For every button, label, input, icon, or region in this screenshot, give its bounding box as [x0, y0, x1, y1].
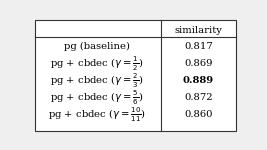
Text: 0.872: 0.872	[184, 93, 213, 102]
Text: similarity: similarity	[174, 26, 222, 35]
Text: 0.860: 0.860	[184, 110, 213, 119]
Text: pg + cbdec ($\gamma = \frac{1}{2}$): pg + cbdec ($\gamma = \frac{1}{2}$)	[50, 54, 144, 73]
Text: 0.869: 0.869	[184, 59, 213, 68]
Text: pg + cbdec ($\gamma = \frac{2}{3}$): pg + cbdec ($\gamma = \frac{2}{3}$)	[50, 71, 144, 90]
Text: pg + cbdec ($\gamma = \frac{5}{6}$): pg + cbdec ($\gamma = \frac{5}{6}$)	[50, 88, 144, 107]
Text: pg + cbdec ($\gamma = \frac{10}{11}$): pg + cbdec ($\gamma = \frac{10}{11}$)	[48, 105, 146, 124]
Text: pg (baseline): pg (baseline)	[64, 42, 130, 51]
Text: 0.817: 0.817	[184, 42, 213, 51]
Text: 0.889: 0.889	[183, 76, 214, 85]
